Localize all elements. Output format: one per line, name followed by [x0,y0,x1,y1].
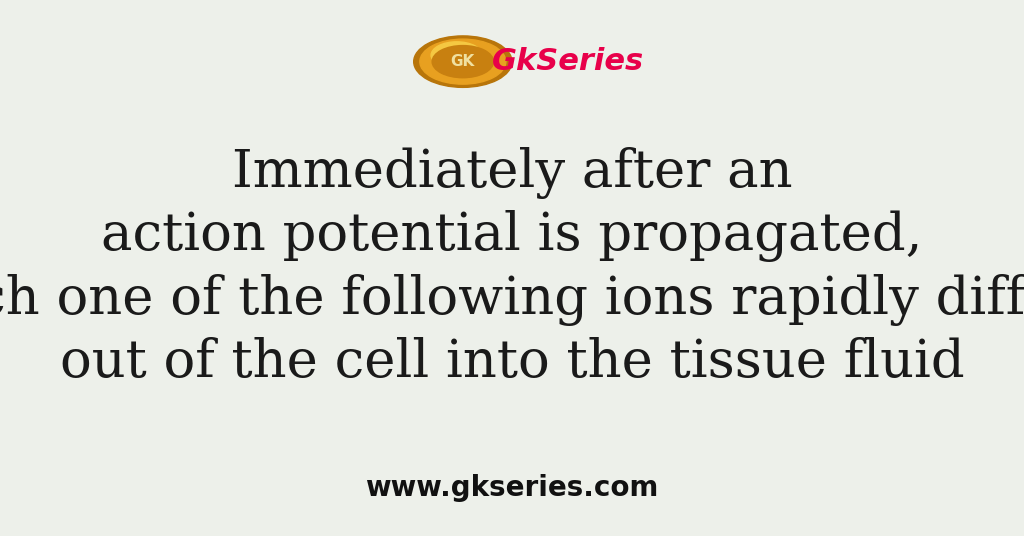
Text: out of the cell into the tissue fluid: out of the cell into the tissue fluid [59,337,965,389]
Text: which one of the following ions rapidly diffuses: which one of the following ions rapidly … [0,273,1024,326]
Text: GK: GK [451,54,475,69]
Circle shape [420,39,506,84]
Text: Immediately after an: Immediately after an [231,147,793,199]
Circle shape [431,42,482,69]
Text: action potential is propagated,: action potential is propagated, [101,210,923,263]
Circle shape [432,46,494,78]
Circle shape [414,36,512,87]
Text: GkSeries: GkSeries [493,47,644,76]
Text: www.gkseries.com: www.gkseries.com [366,474,658,502]
